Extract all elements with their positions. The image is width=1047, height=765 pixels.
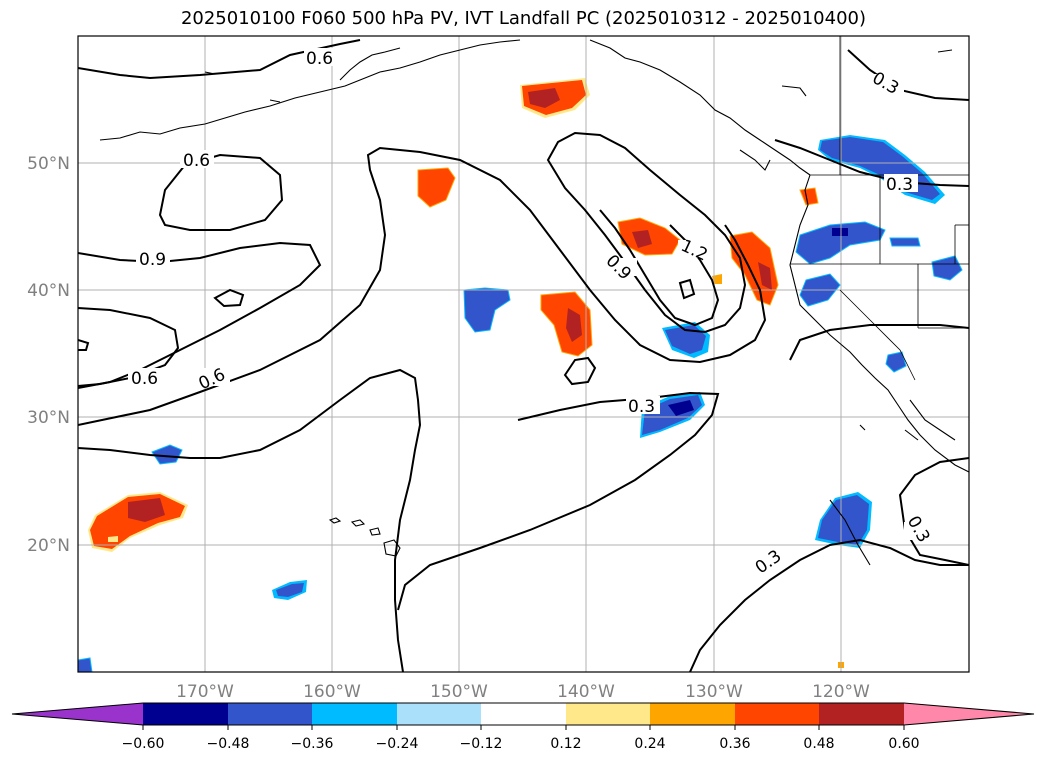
contour-label: 0.6 [183,151,210,171]
colorbar-segment [819,703,904,725]
colorbar-tick-label: −0.24 [376,736,419,752]
positive-anomaly-shading [88,78,844,668]
contour-label: 0.6 [306,49,333,69]
colorbar-high-extension [904,703,1034,725]
colorbar-tick-label: 0.12 [550,736,581,752]
colorbar-segment [228,703,312,725]
plot-title: 2025010100 F060 500 hPa PV, IVT Landfall… [180,8,867,29]
lat-label-20n: 20°N [27,536,70,556]
colorbar-tick-label: −0.36 [291,736,334,752]
colorbar-tick-label: 0.24 [634,736,665,752]
colorbar-segment [481,703,566,725]
lon-label-170w: 170°W [176,682,234,702]
contour-label: 0.3 [886,175,913,195]
hawaiian-islands [328,517,401,557]
latitude-labels: 50°N 40°N 30°N 20°N [27,154,70,556]
lon-label-160w: 160°W [303,682,361,702]
map-background [78,36,969,672]
colorbar-ticks [142,725,905,730]
colorbar-segment [735,703,819,725]
coastlines [99,39,969,566]
colorbar-segment [566,703,650,725]
colorbar: −0.60 −0.48 −0.36 −0.24 −0.12 0.12 0.24 … [11,702,1035,752]
colorbar-tick-label: 0.60 [888,736,919,752]
longitude-labels: 170°W 160°W 150°W 140°W 130°W 120°W [176,682,870,702]
lon-label-150w: 150°W [430,682,488,702]
colorbar-low-extension [12,703,143,725]
lon-label-120w: 120°W [812,682,870,702]
contour-label: 0.6 [131,369,158,389]
graticule [78,36,969,672]
colorbar-tick-label: −0.12 [460,736,503,752]
contour-label: 0.3 [628,397,655,417]
colorbar-tick-label: 0.36 [719,736,750,752]
contour-label: 0.9 [139,250,166,270]
lon-label-140w: 140°W [557,682,615,702]
colorbar-tick-label: −0.48 [207,736,250,752]
plot-frame [77,35,970,673]
lat-label-40n: 40°N [27,281,70,301]
colorbar-segment [397,703,481,725]
colorbar-tick-label: −0.60 [122,736,165,752]
pv-contours [78,39,969,672]
colorbar-segment [143,703,228,725]
lat-label-30n: 30°N [27,408,70,428]
colorbar-segment [312,703,397,725]
colorbar-segment [650,703,735,725]
colorbar-tick-label: 0.48 [803,736,834,752]
lat-label-50n: 50°N [27,154,70,174]
lon-label-130w: 130°W [685,682,743,702]
